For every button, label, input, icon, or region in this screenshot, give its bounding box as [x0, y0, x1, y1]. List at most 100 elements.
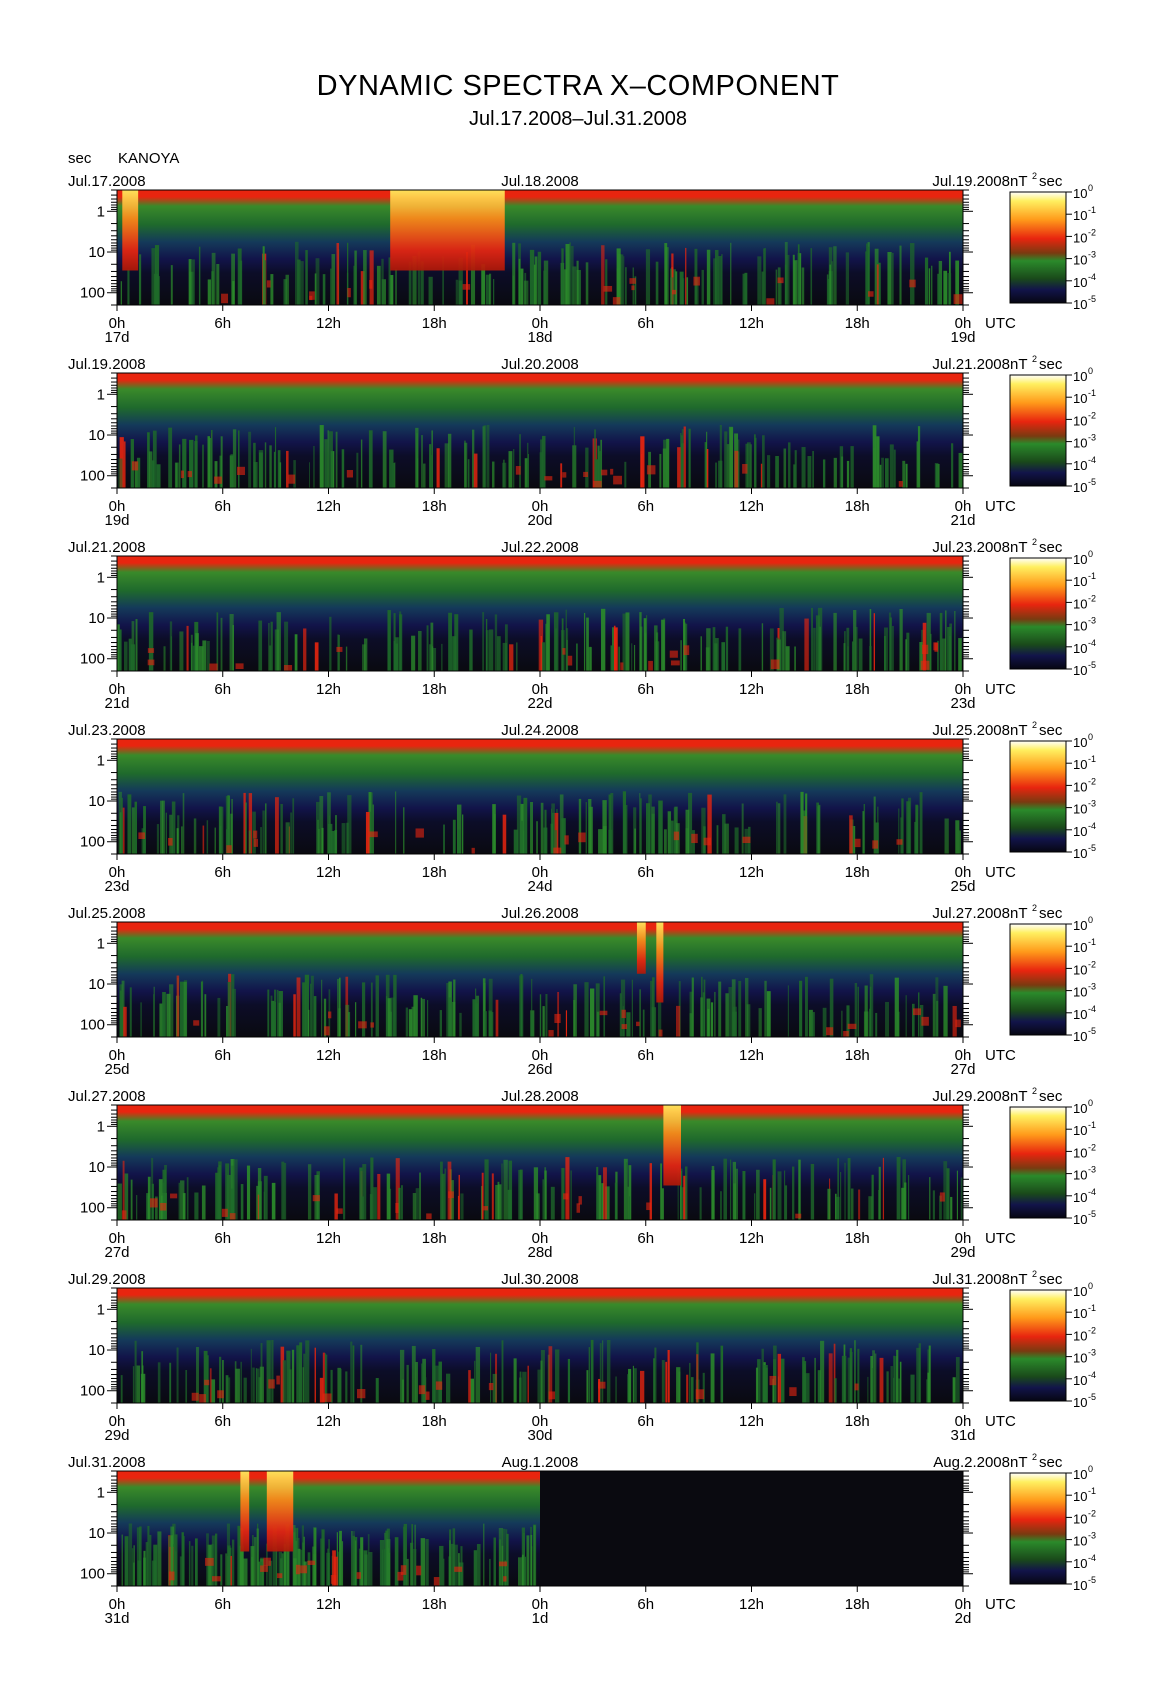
colorbar-tick-base: 10 [1073, 1145, 1087, 1160]
colorbar-tick-base: 10 [1073, 208, 1087, 223]
day-label: 23d [950, 695, 975, 712]
colorbar-tick-base: 10 [1073, 1029, 1087, 1044]
colorbar-tick-base: 10 [1073, 962, 1087, 977]
x-tick-label: 12h [739, 1047, 764, 1064]
x-tick-label: 0h [955, 864, 972, 881]
x-tick-label: 6h [637, 1047, 654, 1064]
colorbar-tick-exponent: -3 [1088, 1531, 1096, 1541]
colorbar-tick-base: 10 [1073, 1101, 1087, 1116]
colorbar-tick-base: 10 [1073, 619, 1087, 634]
x-tick-label: 12h [316, 315, 341, 332]
x-tick-label: 12h [739, 498, 764, 515]
x-tick-label: 0h [955, 315, 972, 332]
x-tick-label: 6h [637, 681, 654, 698]
colorbar-tick-exponent: -2 [1088, 1142, 1096, 1152]
colorbar-tick-base: 10 [1073, 574, 1087, 589]
day-label: 28d [527, 1244, 552, 1261]
y-tick-label: 10 [88, 1525, 105, 1542]
colorbar-tick-exponent: -2 [1088, 593, 1096, 603]
colorbar-tick-base: 10 [1073, 230, 1087, 245]
x-tick-label: 0h [109, 315, 126, 332]
day-label: 17d [104, 329, 129, 346]
spectrum-background [117, 739, 963, 854]
colorbar-tick-exponent: 0 [1088, 1098, 1093, 1108]
panel-mid-date: Jul.22.2008 [501, 539, 579, 556]
y-tick-label: 1 [97, 1301, 105, 1318]
colorbar-tick-base: 10 [1073, 940, 1087, 955]
x-tick-label: 18h [845, 1230, 870, 1247]
panel-mid-date: Jul.26.2008 [501, 905, 579, 922]
colorbar-tick-base: 10 [1073, 186, 1087, 201]
colorbar-unit: nT [1010, 173, 1028, 190]
colorbar-tick-exponent: -3 [1088, 982, 1096, 992]
x-tick-label: 12h [316, 681, 341, 698]
spectrum-panel: Jul.23.2008 Jul.24.2008 Jul.25.20081101000… [68, 720, 1096, 895]
x-tick-label: 12h [739, 315, 764, 332]
y-tick-label: 10 [88, 1159, 105, 1176]
x-tick-label: 6h [637, 315, 654, 332]
y-tick-label: 10 [88, 610, 105, 627]
x-tick-label: 6h [214, 864, 231, 881]
colorbar-tick-exponent: -1 [1088, 937, 1096, 947]
colorbar-tick-exponent: -1 [1088, 1120, 1096, 1130]
panel-left-date: Jul.25.2008 [68, 905, 146, 922]
panel-left-date: Jul.23.2008 [68, 722, 146, 739]
y-tick-label: 100 [80, 834, 105, 851]
colorbar-tick-exponent: -1 [1088, 571, 1096, 581]
y-tick-label: 1 [97, 386, 105, 403]
day-label: 24d [527, 878, 552, 895]
colorbar-tick-exponent: -4 [1088, 1187, 1096, 1197]
x-tick-label: 12h [739, 864, 764, 881]
pulsation-event [266, 1471, 294, 1552]
pulsation-event [390, 190, 505, 271]
x-tick-label: 0h [109, 1413, 126, 1430]
colorbar-tick-base: 10 [1073, 1007, 1087, 1022]
day-label: 19d [104, 512, 129, 529]
day-label: 21d [104, 695, 129, 712]
y-tick-label: 100 [80, 1566, 105, 1583]
y-tick-label: 10 [88, 976, 105, 993]
colorbar-tick-base: 10 [1073, 663, 1087, 678]
pulsation-event [663, 1105, 681, 1186]
day-label: 21d [950, 512, 975, 529]
x-tick-label: 12h [316, 864, 341, 881]
day-label: 29d [950, 1244, 975, 1261]
panel-right-date: Aug.2.2008 [933, 1454, 1010, 1471]
panel-mid-date: Jul.28.2008 [501, 1088, 579, 1105]
x-tick-label: 6h [214, 315, 231, 332]
colorbar-tick-exponent: 0 [1088, 549, 1093, 559]
x-tick-label: 12h [316, 1596, 341, 1613]
day-label: 22d [527, 695, 552, 712]
colorbar-tick-base: 10 [1073, 757, 1087, 772]
colorbar-tick-exponent: -4 [1088, 1004, 1096, 1014]
x-tick-label: 18h [845, 1596, 870, 1613]
colorbar-tick-base: 10 [1073, 253, 1087, 268]
y-tick-label: 1 [97, 935, 105, 952]
colorbar-unit-sup: 2 [1032, 171, 1037, 181]
y-tick-label: 100 [80, 1200, 105, 1217]
day-label: 25d [104, 1061, 129, 1078]
colorbar-tick-exponent: -1 [1088, 1486, 1096, 1496]
y-tick-label: 10 [88, 244, 105, 261]
y-tick-label: 100 [80, 285, 105, 302]
colorbar-tick-base: 10 [1073, 458, 1087, 473]
x-tick-label: 0h [955, 498, 972, 515]
panel-left-date: Jul.19.2008 [68, 356, 146, 373]
pulsation-event [636, 922, 646, 974]
panel-left-date: Jul.27.2008 [68, 1088, 146, 1105]
day-label: 2d [955, 1610, 972, 1627]
colorbar-tick-exponent: -4 [1088, 1553, 1096, 1563]
day-label: 27d [950, 1061, 975, 1078]
x-unit-label: UTC [985, 1230, 1016, 1247]
x-tick-label: 6h [637, 1596, 654, 1613]
x-tick-label: 0h [955, 1413, 972, 1430]
colorbar-tick-base: 10 [1073, 552, 1087, 567]
x-tick-label: 0h [532, 681, 549, 698]
colorbar-tick-base: 10 [1073, 391, 1087, 406]
colorbar [1009, 1289, 1067, 1402]
colorbar-unit-suffix: sec [1039, 539, 1063, 556]
colorbar-tick-exponent: -5 [1088, 1392, 1096, 1402]
colorbar-tick-base: 10 [1073, 1395, 1087, 1410]
colorbar [1009, 1106, 1067, 1219]
colorbar-tick-base: 10 [1073, 275, 1087, 290]
